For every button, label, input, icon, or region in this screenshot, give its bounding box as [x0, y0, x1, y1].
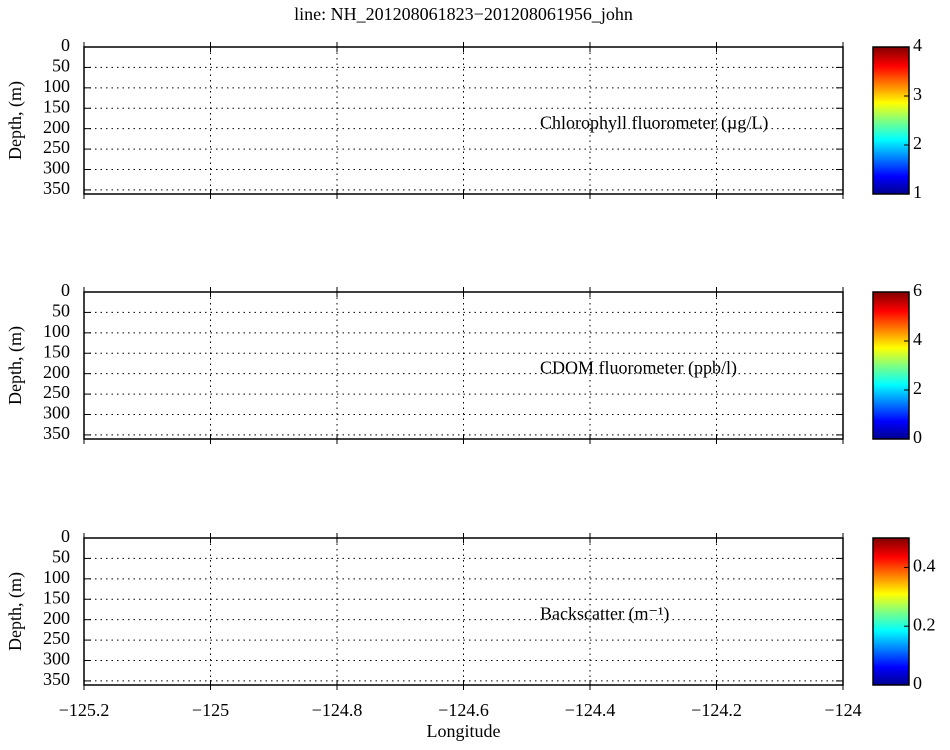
chart-title: line: NH_201208061823−201208061956_john [294, 4, 633, 24]
annotation: Backscatter (m⁻¹) [540, 604, 669, 625]
colorbar [872, 46, 910, 195]
y-tick-label: 300 [43, 649, 70, 669]
y-tick-label: 250 [43, 382, 70, 402]
colorbar-tick-label: 3 [913, 84, 922, 104]
y-tick-label: 0 [61, 526, 70, 546]
y-tick-label: 300 [43, 158, 70, 178]
colorbar [872, 291, 910, 440]
y-tick-label: 300 [43, 403, 70, 423]
y-tick-label: 350 [43, 178, 70, 198]
x-tick-label: −124 [824, 700, 861, 720]
y-tick-label: 100 [43, 321, 70, 341]
y-tick-label: 100 [43, 76, 70, 96]
x-axis-label: Longitude [427, 721, 501, 741]
plot-frame [83, 46, 844, 195]
y-tick-label: 150 [43, 587, 70, 607]
x-tick-label: −124.4 [565, 700, 616, 720]
y-tick-label: 50 [52, 56, 70, 76]
y-tick-label: 200 [43, 608, 70, 628]
colorbar-tick-label: 6 [913, 280, 922, 300]
plot-frame [83, 291, 844, 440]
x-tick-label: −125 [192, 700, 229, 720]
y-tick-label: 100 [43, 567, 70, 587]
y-tick-label: 150 [43, 341, 70, 361]
x-tick-label: −125.2 [59, 700, 110, 720]
x-tick-label: −124.8 [312, 700, 363, 720]
colorbar-tick-label: 1 [913, 182, 922, 202]
colorbar-tick-label: 0 [913, 427, 922, 447]
y-tick-label: 50 [52, 301, 70, 321]
y-tick-label: 350 [43, 423, 70, 443]
colorbar-tick-label: 0.2 [913, 614, 936, 634]
y-tick-label: 250 [43, 628, 70, 648]
y-tick-label: 200 [43, 117, 70, 137]
colorbar-tick-label: 4 [913, 329, 922, 349]
annotation: Chlorophyll fluorometer (µg/L) [540, 113, 768, 134]
plot-frame [83, 537, 844, 686]
colorbar-tick-label: 2 [913, 378, 922, 398]
y-axis-label: Depth, (m) [5, 326, 26, 405]
x-tick-label: −124.2 [691, 700, 742, 720]
colorbar-tick-label: 0 [913, 673, 922, 693]
y-tick-label: 200 [43, 362, 70, 382]
annotation: CDOM fluorometer (ppb/l) [540, 358, 737, 379]
y-tick-label: 350 [43, 669, 70, 689]
y-tick-label: 150 [43, 96, 70, 116]
colorbar-tick-label: 2 [913, 133, 922, 153]
x-tick-label: −124.6 [438, 700, 489, 720]
y-tick-label: 0 [61, 280, 70, 300]
colorbar-tick-label: 4 [913, 35, 922, 55]
colorbar-tick-label: 0.4 [913, 556, 936, 576]
colorbar [872, 537, 910, 686]
y-tick-label: 0 [61, 35, 70, 55]
y-tick-label: 250 [43, 137, 70, 157]
y-tick-label: 50 [52, 547, 70, 567]
y-axis-label: Depth, (m) [5, 572, 26, 651]
y-axis-label: Depth, (m) [5, 81, 26, 160]
